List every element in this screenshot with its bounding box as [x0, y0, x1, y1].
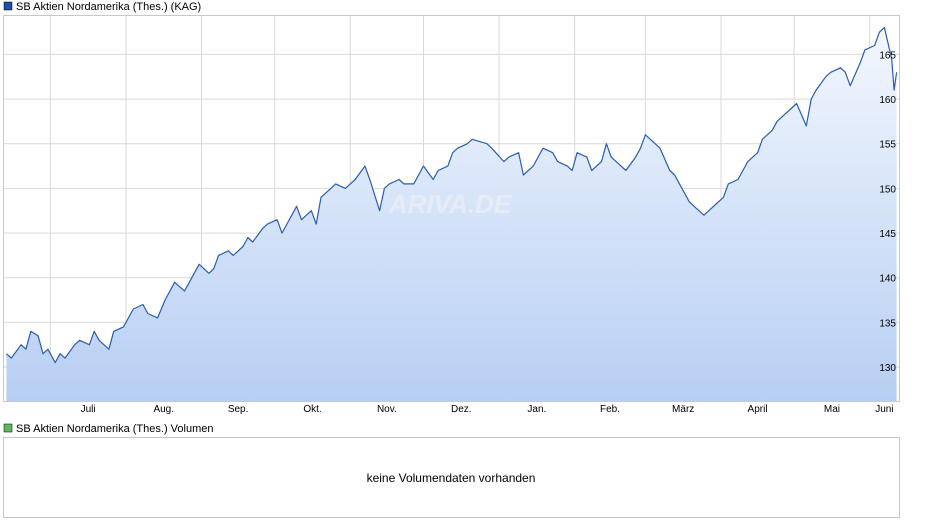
price-line — [5, 27, 898, 364]
x-tick-label: Feb. — [600, 404, 620, 415]
price-area — [6, 27, 897, 401]
y-axis-labels: 130 135 140 145 150 155 160 165 — [879, 50, 896, 374]
x-tick-label: Aug. — [153, 404, 174, 415]
x-tick-label: Jan. — [527, 404, 546, 415]
y-tick-label: 130 — [879, 363, 896, 374]
x-axis-labels: Juli Aug. Sep. Okt. Nov. Dez. Jan. Feb. März Apri… — [81, 404, 894, 415]
volume-empty-message: keine Volumendaten vorhanden — [367, 471, 536, 485]
y-tick-label: 135 — [879, 318, 896, 329]
x-tick-label: Mai — [824, 404, 840, 415]
x-tick-label: Okt. — [303, 404, 321, 415]
x-tick-label: April — [748, 404, 768, 415]
volume-legend-swatch — [3, 423, 13, 433]
price-legend-label: SB Aktien Nordamerika (Thes.) (KAG) — [16, 1, 201, 13]
y-tick-label: 140 — [879, 274, 896, 285]
x-tick-label: Juni — [875, 404, 893, 415]
y-tick-label: 145 — [879, 229, 896, 240]
x-tick-label: März — [672, 404, 694, 415]
x-tick-label: Sep. — [228, 404, 249, 415]
x-tick-label: Nov. — [377, 404, 397, 415]
x-tick-label: Juli — [81, 404, 96, 415]
price-legend-swatch — [3, 1, 13, 11]
y-tick-label: 165 — [879, 50, 896, 61]
y-tick-label: 160 — [879, 95, 896, 106]
x-tick-label: Dez. — [451, 404, 472, 415]
y-tick-label: 155 — [879, 140, 896, 151]
y-tick-label: 150 — [879, 184, 896, 195]
watermark: ARIVA.DE — [388, 189, 512, 219]
volume-legend-label: SB Aktien Nordamerika (Thes.) Volumen — [16, 423, 213, 435]
volume-panel — [3, 437, 900, 518]
